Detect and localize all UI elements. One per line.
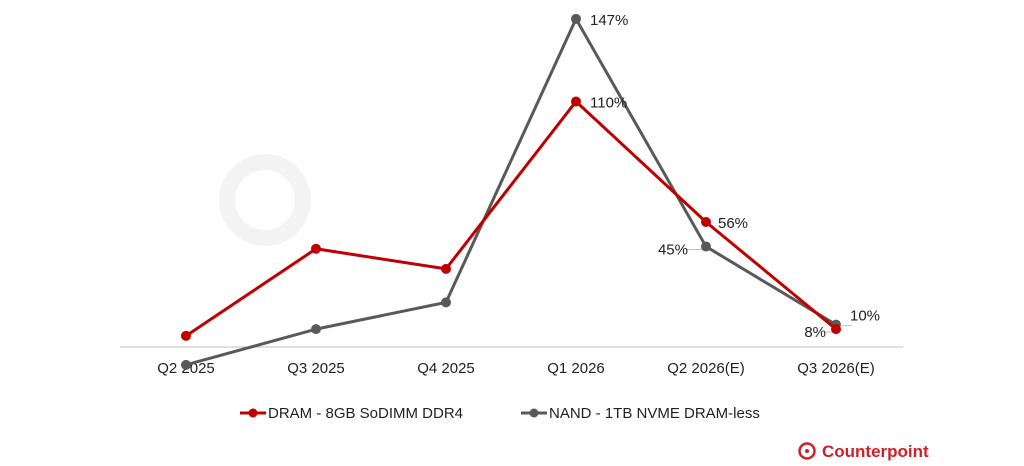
data-point <box>441 297 451 308</box>
data-point <box>181 330 191 341</box>
data-label: 110% <box>590 94 627 111</box>
data-point <box>311 243 321 254</box>
data-point <box>181 359 191 370</box>
legend-nand-marker <box>529 408 539 418</box>
data-label: 56% <box>718 215 748 232</box>
data-label: 45% <box>658 242 688 259</box>
x-tick-label: Q4 2025 <box>417 360 475 377</box>
series-line <box>185 99 837 338</box>
series-line <box>185 17 837 367</box>
x-tick-label: Q3 2025 <box>287 360 345 377</box>
counterpoint-logo: Counterpoint <box>798 442 929 461</box>
legend-dram-marker <box>248 408 258 418</box>
watermark-logo-icon <box>219 154 311 246</box>
logo-icon-dot <box>805 449 809 453</box>
x-tick-label: Q1 2026 <box>547 360 605 377</box>
data-point <box>571 96 581 107</box>
watermark <box>219 154 311 246</box>
x-tick-label: Q2 2026(E) <box>667 360 745 377</box>
data-label: 8% <box>804 324 826 341</box>
data-point <box>831 324 841 335</box>
data-point <box>701 217 711 228</box>
logo-text: Counterpoint <box>822 442 929 461</box>
legend-nand-label: NAND - 1TB NVME DRAM-less <box>549 405 760 422</box>
data-point <box>441 263 451 274</box>
data-point <box>311 324 321 335</box>
legend: DRAM - 8GB SoDIMM DDR4 NAND - 1TB NVME D… <box>240 405 760 422</box>
series-dram: 110% 56% 8% <box>181 94 841 341</box>
x-tick-label: Q3 2026(E) <box>797 360 875 377</box>
series-nand: 147% 45% 10% <box>181 12 880 370</box>
data-point <box>701 241 711 252</box>
data-label: 10% <box>850 308 880 325</box>
logo-icon <box>798 442 816 460</box>
data-point <box>571 13 581 24</box>
legend-dram-label: DRAM - 8GB SoDIMM DDR4 <box>268 405 463 422</box>
data-label: 147% <box>590 12 628 29</box>
